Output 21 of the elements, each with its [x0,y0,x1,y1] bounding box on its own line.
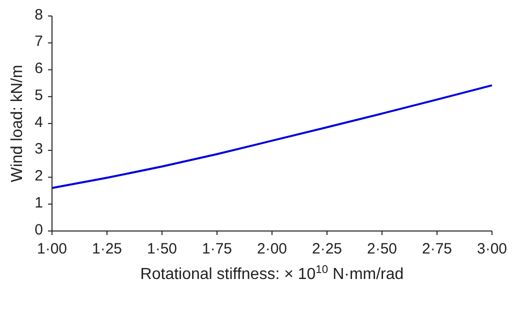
line-series [51,84,493,189]
x-tick-label: 2·25 [312,240,342,258]
x-tick-label: 1·75 [202,240,232,258]
x-tick-label: 1·25 [92,240,122,258]
y-tick-label: 2 [34,168,43,185]
y-tick-label: 5 [34,86,43,104]
x-tick-label: 2·00 [256,240,288,258]
x-tick-label: 1·00 [36,240,68,258]
y-axis-title: Wind load: kN/m [9,64,26,182]
y-tick-label: 4 [34,114,43,131]
y-tick-label: 0 [34,221,43,238]
y-tick-label: 7 [34,33,43,50]
x-tick-label: 3·00 [476,240,508,258]
x-tick-label: 2·75 [422,240,452,258]
y-tick-label: 8 [34,6,43,24]
y-tick-label: 1 [34,194,43,212]
x-axis-title: Rotational stiffness: × 10$^{10}$ N·mm/rad [140,264,404,283]
y-tick-label: 6 [34,60,43,78]
x-tick-label: 2·50 [366,240,398,258]
y-tick-label: 3 [34,140,43,158]
x-tick-label: 1·50 [146,240,178,258]
